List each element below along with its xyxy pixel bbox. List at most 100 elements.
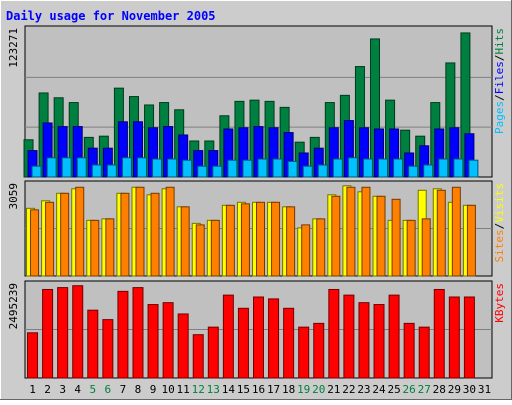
bar-kbytes-day-23	[358, 302, 370, 379]
bar-kbytes-day-4	[72, 285, 84, 379]
bar-sites-day-20	[316, 218, 326, 277]
bar-kbytes-day-25	[388, 294, 400, 379]
day-tick-label: 16	[252, 383, 265, 396]
day-tick-label: 19	[297, 383, 310, 396]
bar-sites-day-25	[391, 198, 401, 277]
bar-pages-day-17	[272, 158, 283, 178]
bar-sites-day-19	[301, 224, 311, 277]
bar-pages-day-3	[61, 157, 72, 178]
bar-sites-day-11	[180, 206, 190, 277]
panel-kbytes-series-label: KBytes	[493, 283, 506, 323]
bar-sites-day-18	[286, 206, 296, 277]
bar-pages-day-4	[76, 157, 87, 178]
panel-kbytes-max-label: 2495239	[7, 283, 20, 329]
bar-sites-day-26	[406, 219, 416, 277]
bar-kbytes-day-1	[27, 332, 39, 379]
bar-pages-day-13	[212, 165, 223, 178]
bar-kbytes-day-20	[313, 322, 325, 379]
bar-kbytes-day-26	[403, 322, 415, 379]
bar-sites-day-27	[421, 218, 431, 277]
series-label-part: Files	[493, 61, 506, 94]
bar-sites-day-10	[165, 186, 175, 277]
bar-kbytes-day-9	[147, 304, 159, 379]
bar-pages-day-11	[182, 159, 193, 178]
bar-pages-day-19	[302, 165, 313, 178]
bar-sites-day-5	[90, 219, 100, 277]
bar-sites-day-3	[60, 192, 70, 277]
day-tick-label: 23	[357, 383, 370, 396]
bar-sites-day-17	[271, 201, 281, 277]
bar-sites-day-28	[436, 189, 446, 277]
day-tick-label: 13	[207, 383, 220, 396]
day-tick-label: 30	[463, 383, 476, 396]
day-tick-label: 12	[192, 383, 205, 396]
series-label-part: KBytes	[493, 283, 506, 323]
bar-sites-day-22	[346, 186, 356, 277]
panel-requests-series-label: Pages/Files/Hits	[493, 28, 506, 134]
bar-sites-day-15	[240, 203, 250, 277]
day-tick-label: 14	[222, 383, 236, 396]
bar-sites-day-1	[30, 209, 40, 277]
day-tick-label: 10	[161, 383, 174, 396]
chart-title: Daily usage for November 2005	[6, 9, 216, 23]
bar-sites-day-6	[105, 218, 115, 277]
bar-kbytes-day-24	[373, 304, 385, 379]
bar-kbytes-day-12	[192, 334, 204, 379]
bar-pages-day-12	[197, 165, 208, 178]
day-tick-label: 29	[448, 383, 461, 396]
day-tick-label: 17	[267, 383, 280, 396]
bar-kbytes-day-10	[162, 302, 174, 379]
bar-sites-day-24	[376, 195, 386, 277]
series-label-part: /	[493, 94, 506, 101]
bar-kbytes-day-16	[253, 296, 264, 379]
bar-pages-day-7	[121, 157, 132, 178]
bar-sites-day-29	[451, 186, 461, 277]
day-tick-label: 27	[418, 383, 431, 396]
bar-pages-day-1	[31, 165, 42, 178]
bar-kbytes-day-2	[42, 288, 54, 379]
day-tick-label: 11	[177, 383, 190, 396]
bar-kbytes-day-6	[102, 319, 114, 379]
bar-kbytes-day-7	[117, 290, 129, 379]
bar-pages-day-23	[362, 158, 373, 178]
day-tick-label: 1	[29, 383, 36, 396]
day-tick-label: 20	[312, 383, 325, 396]
day-tick-label: 6	[105, 383, 112, 396]
bar-kbytes-day-18	[283, 307, 295, 379]
bar-pages-day-9	[152, 158, 163, 178]
bar-pages-day-28	[438, 158, 449, 178]
bar-kbytes-day-8	[132, 287, 144, 379]
bar-pages-day-15	[242, 159, 253, 178]
bar-kbytes-day-15	[237, 307, 249, 379]
bar-pages-day-25	[393, 158, 404, 178]
bar-kbytes-day-19	[298, 326, 310, 379]
bar-sites-day-14	[225, 204, 235, 277]
series-label-part: Hits	[493, 28, 506, 55]
bar-sites-day-13	[210, 219, 220, 277]
day-tick-label: 9	[150, 383, 157, 396]
bar-pages-day-21	[332, 158, 343, 178]
bar-pages-day-16	[257, 158, 268, 178]
bar-pages-day-18	[287, 160, 298, 178]
bar-sites-day-8	[135, 186, 145, 277]
bar-pages-day-20	[317, 164, 328, 178]
bar-sites-day-23	[361, 186, 371, 277]
series-label-part: Pages	[493, 101, 506, 134]
bar-pages-day-10	[167, 158, 178, 178]
series-label-part: Visits	[493, 183, 506, 223]
bar-kbytes-day-14	[222, 294, 234, 379]
bar-sites-day-30	[466, 204, 476, 277]
bar-kbytes-day-17	[268, 298, 280, 379]
day-tick-label: 8	[135, 383, 142, 396]
panel-requests-max-label: 123271	[7, 28, 20, 68]
day-tick-label: 2	[44, 383, 51, 396]
series-label-part: /	[493, 55, 506, 62]
bar-pages-day-22	[347, 157, 358, 178]
day-tick-label: 4	[74, 383, 81, 396]
bar-pages-day-8	[136, 157, 147, 178]
bar-pages-day-5	[91, 164, 102, 178]
bar-pages-day-26	[408, 165, 419, 178]
bar-kbytes-day-28	[433, 288, 445, 379]
series-label-part: Sites	[493, 229, 506, 262]
